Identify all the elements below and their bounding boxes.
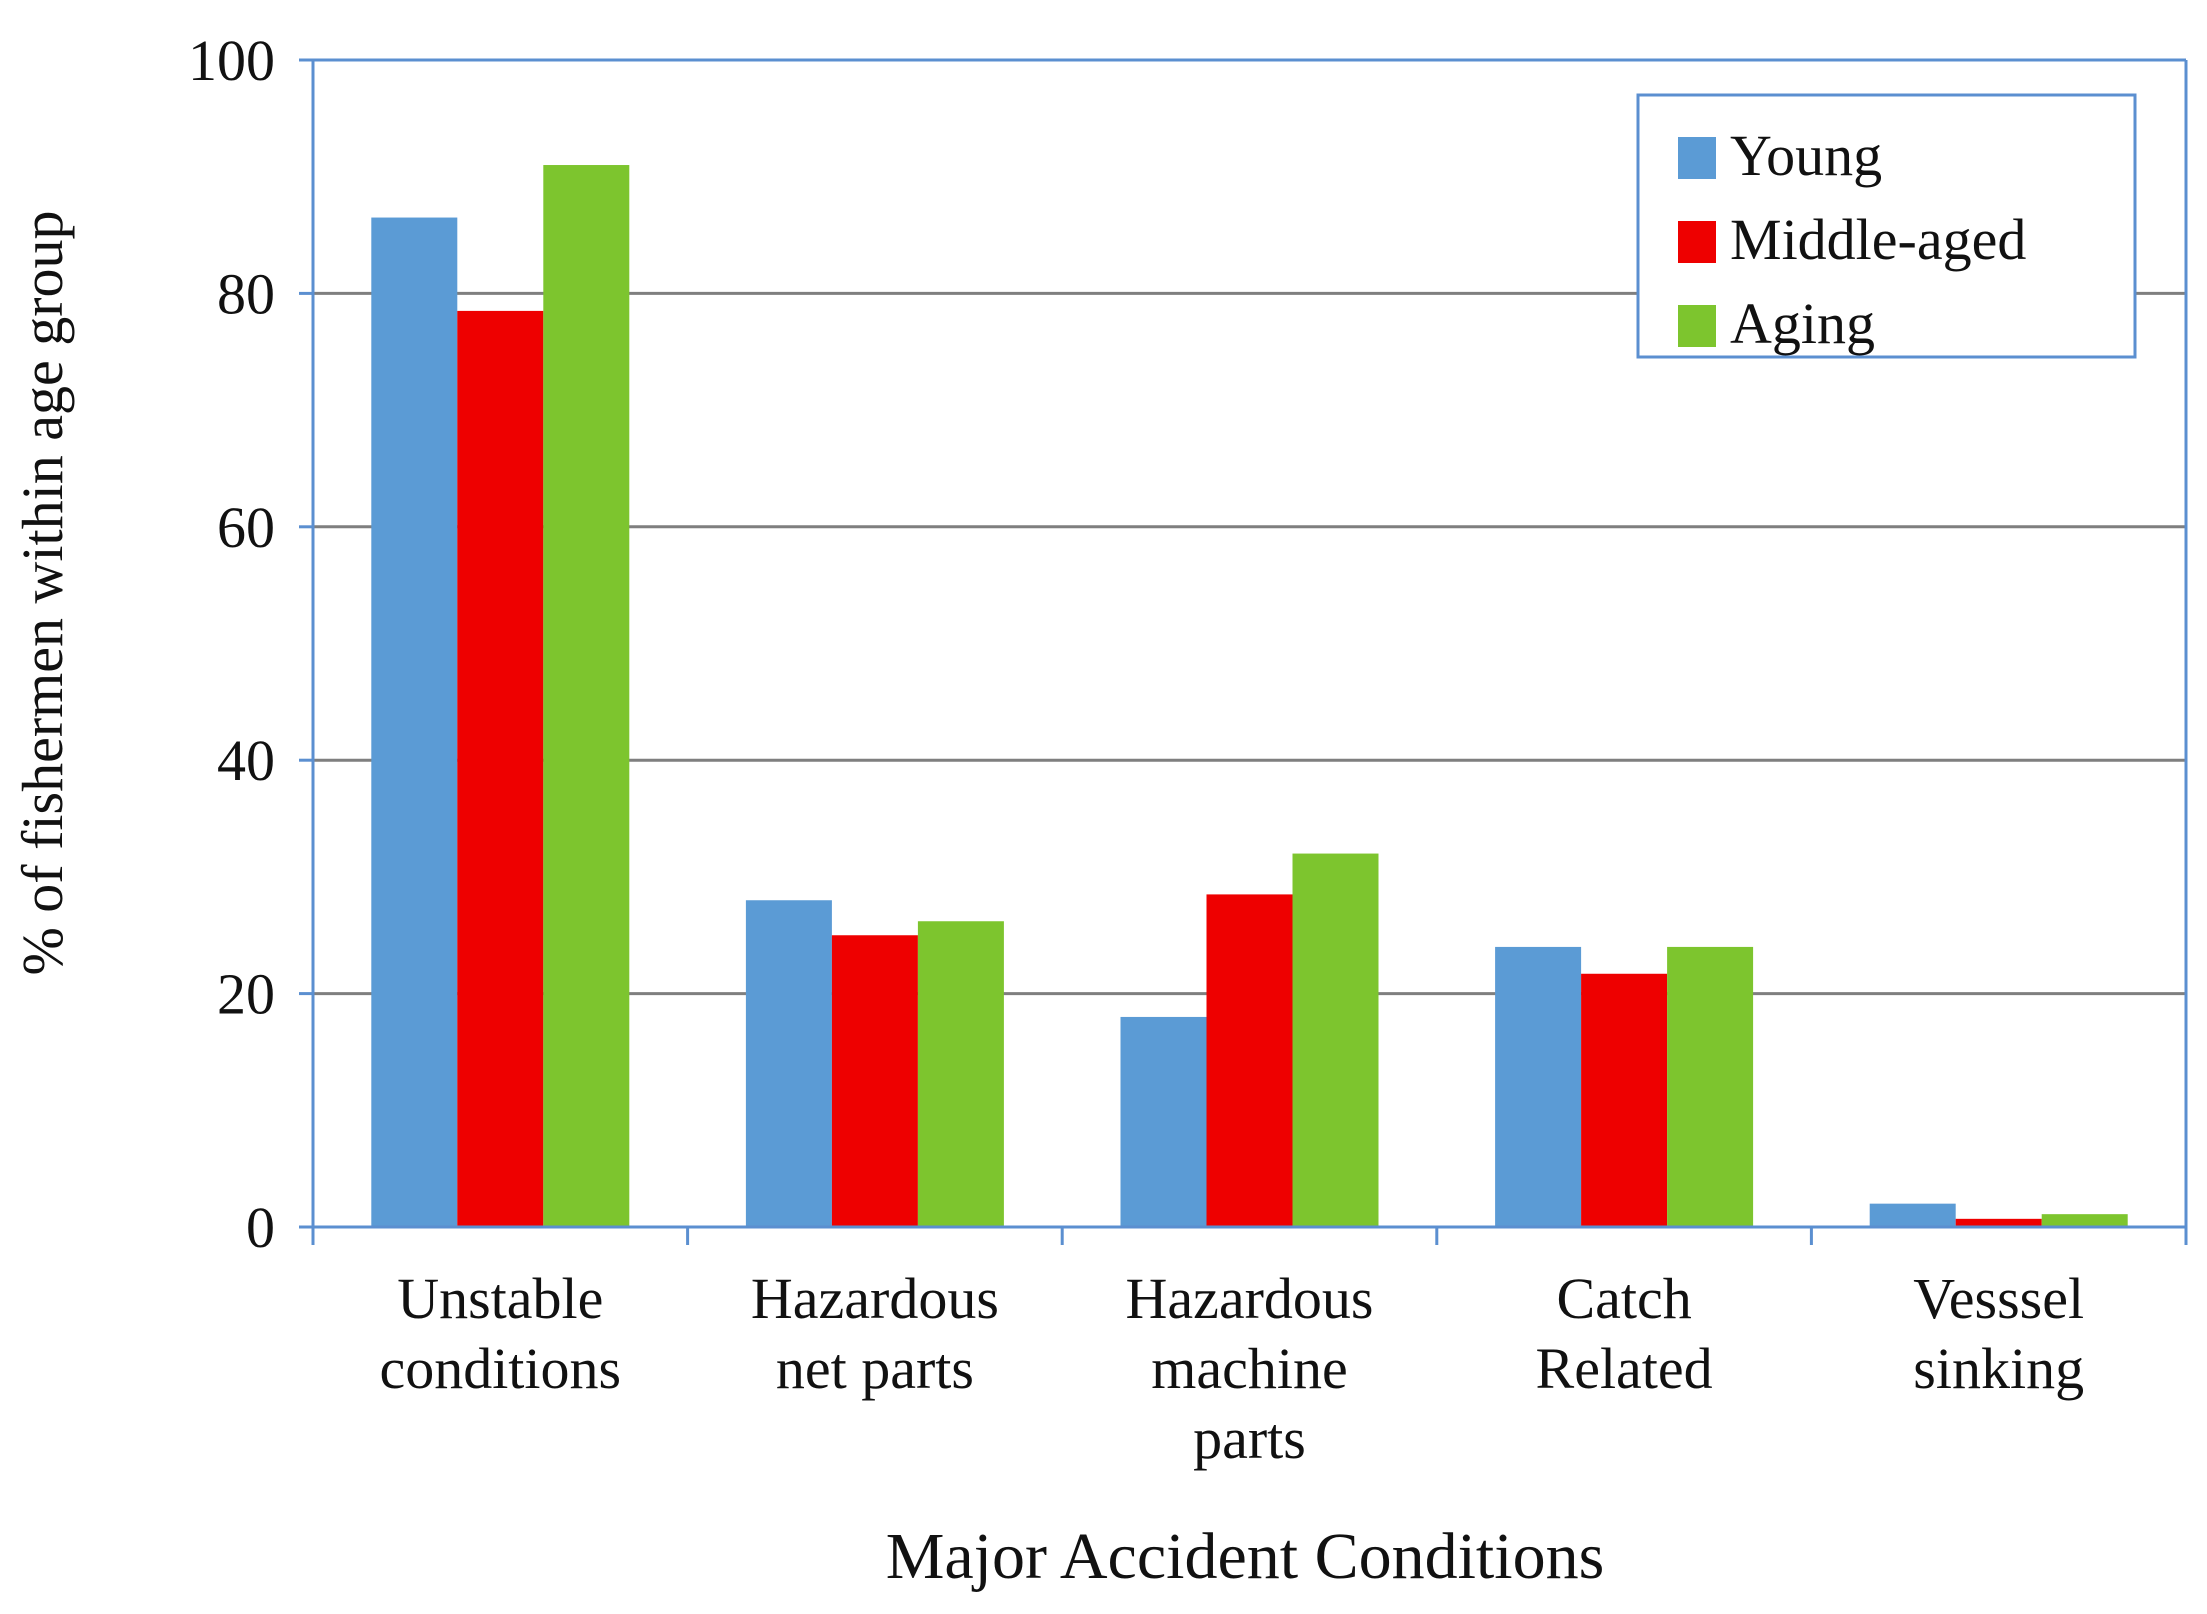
legend: Young Middle-aged Aging bbox=[1636, 93, 2137, 359]
y-tick-label: 20 bbox=[217, 962, 275, 1027]
y-tick-label: 0 bbox=[246, 1195, 275, 1260]
legend-label: Young bbox=[1730, 123, 1882, 188]
bars bbox=[371, 165, 2128, 1228]
x-tick-label: Hazardous net parts bbox=[751, 1266, 999, 1401]
bar-middle-aged-3 bbox=[1581, 973, 1668, 1227]
bar-middle-aged-4 bbox=[1955, 1218, 2042, 1227]
legend-box bbox=[1636, 93, 2137, 359]
y-tick-label: 100 bbox=[188, 28, 275, 93]
x-tick-label: Vesssel sinking bbox=[1913, 1266, 2084, 1401]
bar-young-3 bbox=[1495, 946, 1582, 1227]
bar-middle-aged-1 bbox=[831, 935, 918, 1227]
bar-young-0 bbox=[371, 217, 458, 1228]
x-tick-label: Catch Related bbox=[1536, 1266, 1713, 1401]
axes bbox=[299, 58, 2188, 1245]
legend-swatch bbox=[1678, 221, 1716, 263]
bar-young-4 bbox=[1869, 1203, 1956, 1227]
y-tick-label: 40 bbox=[217, 728, 275, 793]
y-tick-label: 80 bbox=[217, 261, 275, 326]
legend-label: Aging bbox=[1730, 291, 1875, 356]
bar-aging-0 bbox=[543, 165, 630, 1227]
legend-swatch bbox=[1678, 137, 1716, 179]
x-tick-label: Unstable conditions bbox=[379, 1266, 621, 1401]
bar-aging-1 bbox=[917, 921, 1004, 1227]
bar-young-2 bbox=[1120, 1016, 1207, 1227]
x-tick-label: Hazardous machine parts bbox=[1125, 1266, 1373, 1471]
bar-middle-aged-0 bbox=[457, 310, 544, 1227]
x-axis-title: Major Accident Conditions bbox=[886, 1520, 1605, 1593]
legend-swatch bbox=[1678, 305, 1716, 347]
legend-label: Middle-aged bbox=[1730, 207, 2026, 272]
bar-aging-3 bbox=[1667, 946, 1754, 1227]
y-axis-title: % of fishermen within age group bbox=[10, 210, 75, 975]
bar-aging-4 bbox=[2041, 1214, 2128, 1227]
bar-aging-2 bbox=[1292, 853, 1379, 1227]
y-tick-label: 60 bbox=[217, 495, 275, 560]
bar-middle-aged-2 bbox=[1206, 894, 1293, 1227]
tick-labels: 0 20 40 60 80 100 Unstable conditions Hazardous n… bbox=[188, 28, 2084, 1471]
bar-young-1 bbox=[745, 900, 832, 1227]
